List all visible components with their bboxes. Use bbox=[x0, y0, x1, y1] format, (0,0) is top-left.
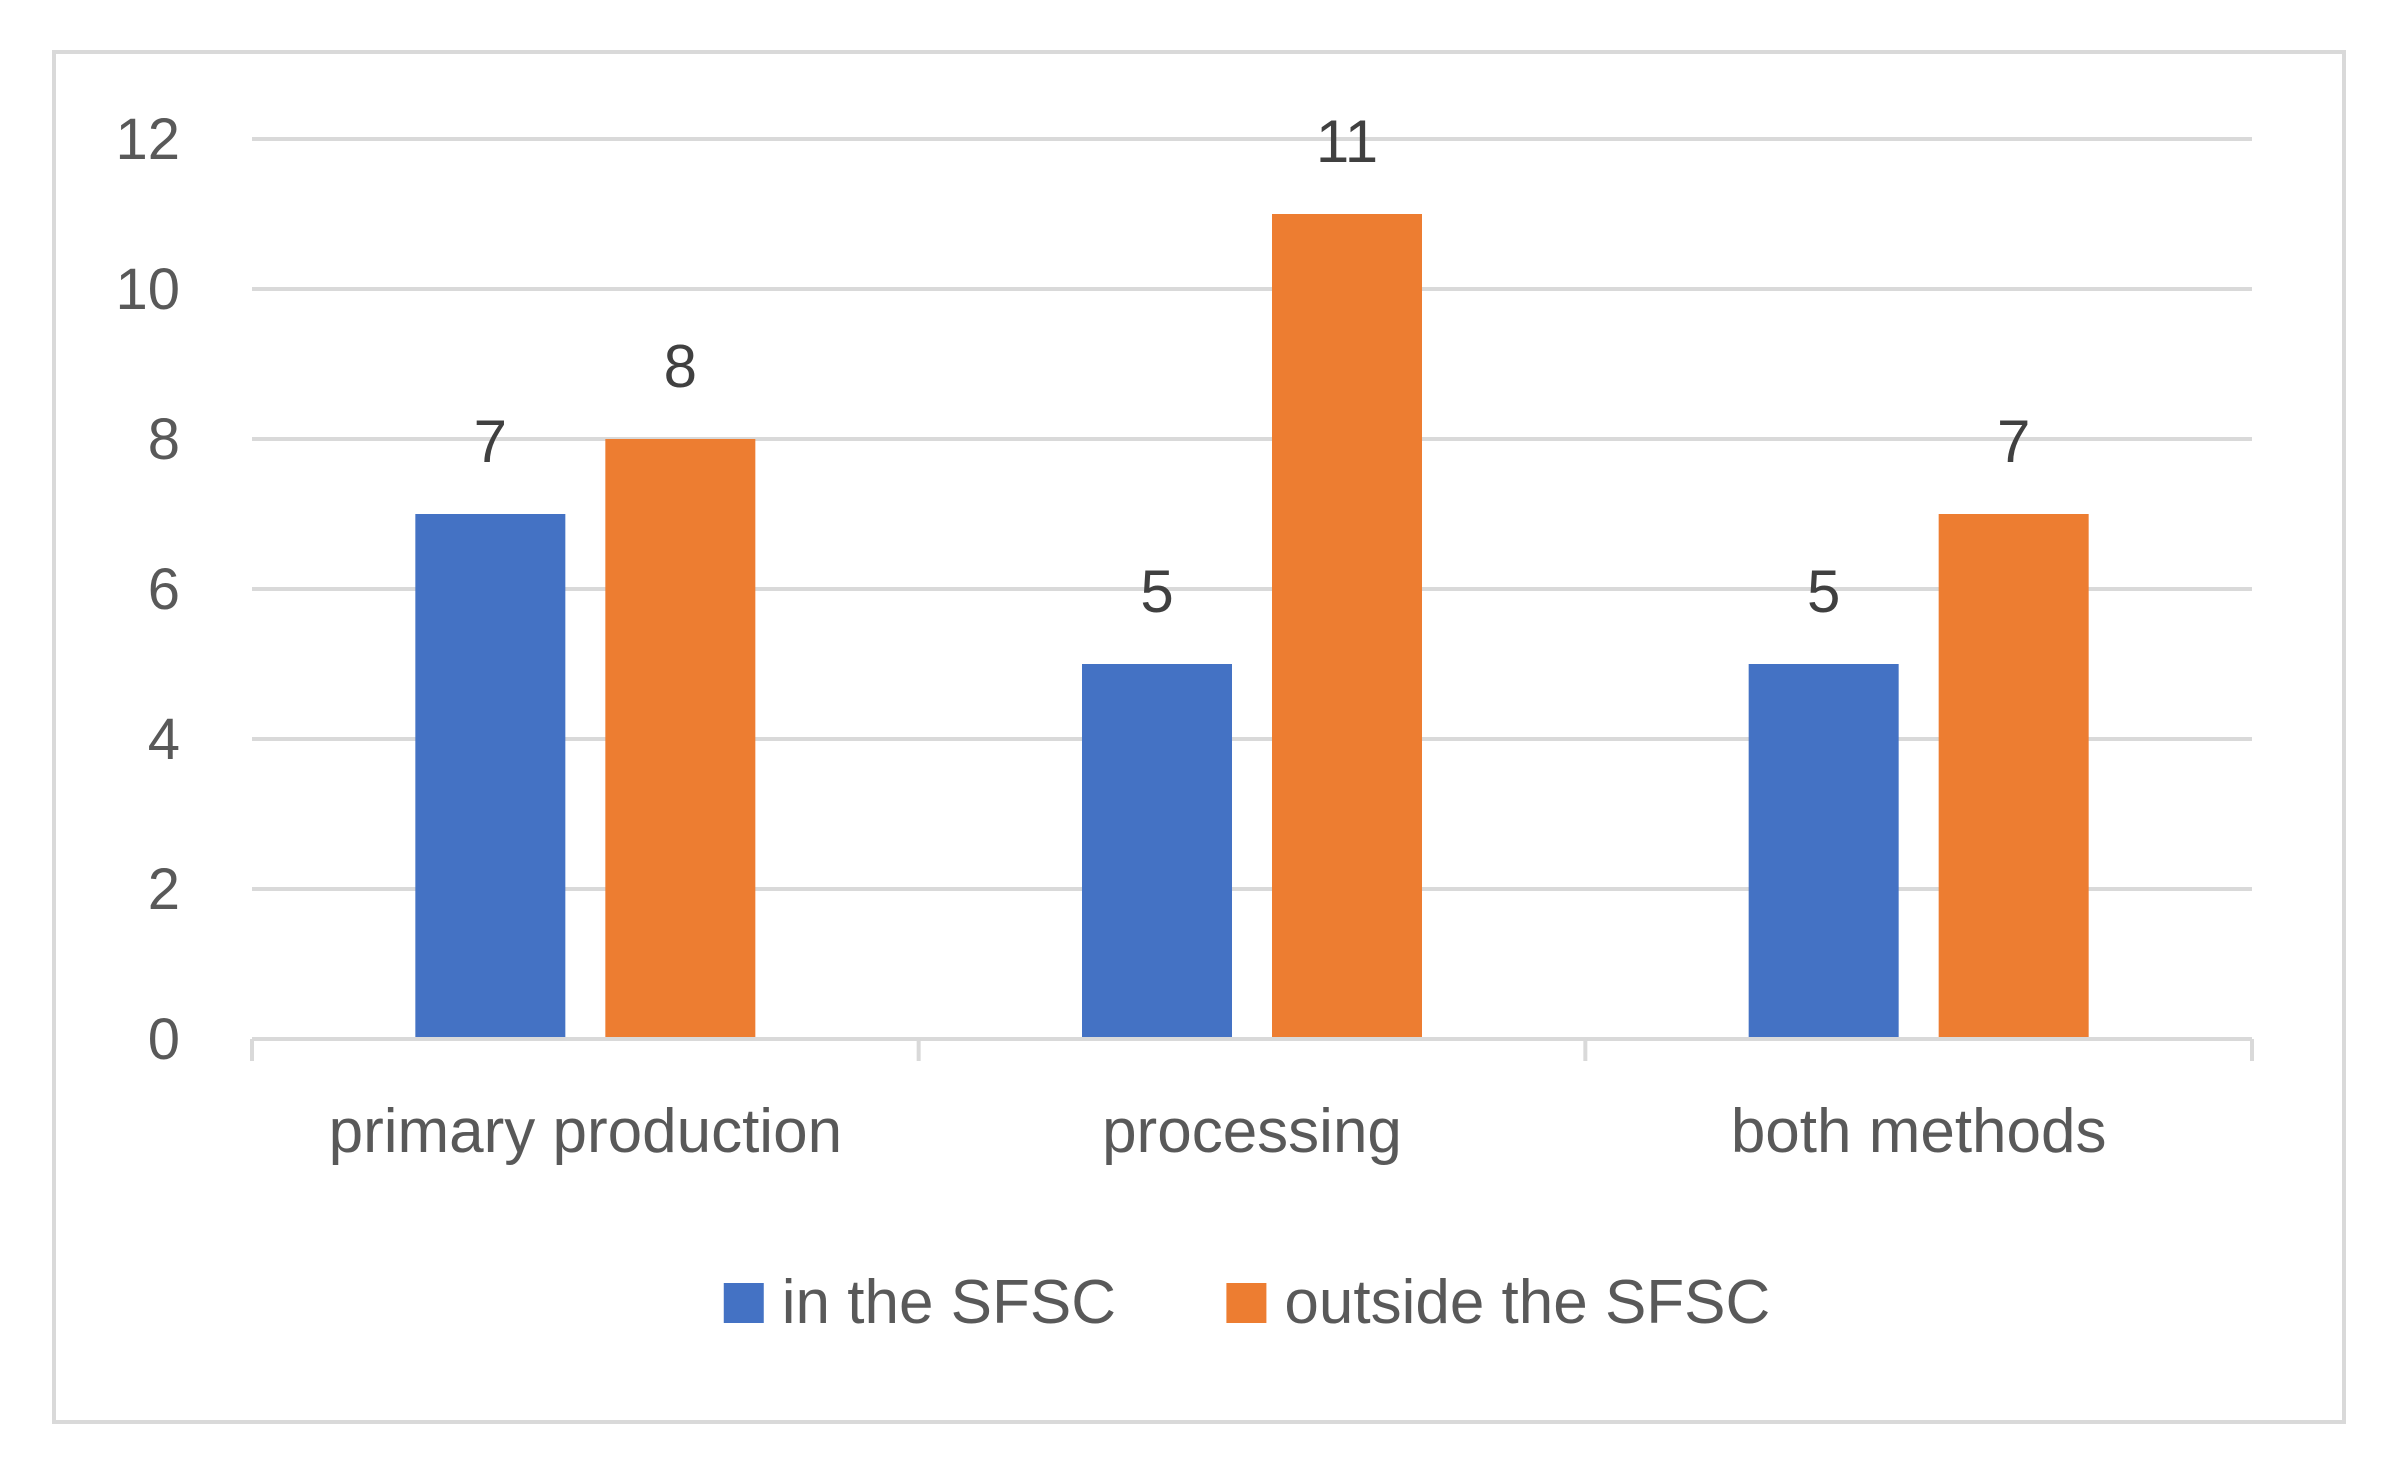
bar-outside-the-sfsc-both-methods bbox=[1938, 514, 2089, 1039]
bars bbox=[415, 214, 2089, 1039]
legend: in the SFSC outside the SFSC bbox=[723, 1268, 1770, 1337]
y-tick-label-8: 8 bbox=[148, 407, 180, 472]
y-tick-label-0: 0 bbox=[148, 1007, 180, 1072]
y-tick-label-10: 10 bbox=[115, 257, 180, 322]
data-label-in-the-sfsc-processing: 5 bbox=[1140, 558, 1173, 625]
x-category-label-both-methods: both methods bbox=[1731, 1097, 2107, 1166]
legend-swatch-in-the-sfsc bbox=[723, 1283, 764, 1323]
bar-in-the-sfsc-processing bbox=[1082, 664, 1232, 1039]
data-label-in-the-sfsc-primary-production: 7 bbox=[474, 408, 507, 475]
legend-label-in-the-sfsc: in the SFSC bbox=[782, 1268, 1116, 1337]
data-label-outside-the-sfsc-processing: 11 bbox=[1316, 108, 1378, 175]
data-label-outside-the-sfsc-primary-production: 8 bbox=[664, 333, 697, 400]
data-label-outside-the-sfsc-both-methods: 7 bbox=[1997, 408, 2030, 475]
x-axis bbox=[250, 1037, 2254, 1061]
bar-outside-the-sfsc-primary-production bbox=[605, 439, 756, 1039]
gridlines bbox=[252, 137, 2252, 891]
legend-swatch-outside-the-sfsc bbox=[1226, 1283, 1267, 1323]
y-tick-label-2: 2 bbox=[148, 857, 180, 922]
y-axis-ticks: 0 2 4 6 8 10 12 bbox=[115, 107, 180, 1072]
x-category-label-processing: processing bbox=[1102, 1097, 1402, 1166]
bar-outside-the-sfsc-processing bbox=[1272, 214, 1422, 1039]
legend-label-outside-the-sfsc: outside the SFSC bbox=[1284, 1268, 1770, 1337]
data-labels: 7 8 5 11 5 7 bbox=[474, 108, 2031, 625]
bar-in-the-sfsc-primary-production bbox=[415, 514, 566, 1039]
bar-in-the-sfsc-both-methods bbox=[1748, 664, 1899, 1039]
x-category-label-primary-production: primary production bbox=[329, 1097, 842, 1166]
y-tick-label-12: 12 bbox=[115, 107, 180, 172]
data-label-in-the-sfsc-both-methods: 5 bbox=[1807, 558, 1840, 625]
y-tick-label-4: 4 bbox=[148, 707, 180, 772]
x-axis-categories: primary production processing both methods bbox=[329, 1097, 2107, 1166]
y-tick-label-6: 6 bbox=[148, 557, 180, 622]
